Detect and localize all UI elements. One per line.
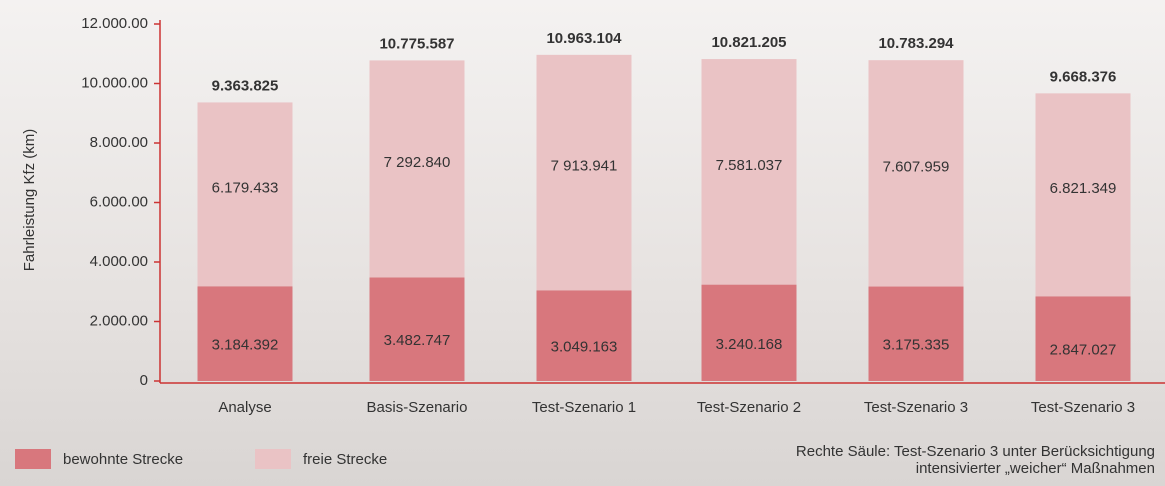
- note: Rechte Säule: Test-Szenario 3 unter Berü…: [796, 443, 1155, 460]
- y-tick-label: 10.000.00: [81, 74, 148, 91]
- y-axis-label: Fahrleistung Kfz (km): [21, 129, 38, 272]
- value-label: 7 292.840: [384, 154, 451, 171]
- value-label: 2.847.027: [1050, 342, 1117, 359]
- y-tick-label: 6.000.00: [90, 193, 148, 210]
- value-label: 3.049.163: [551, 339, 618, 356]
- y-tick-label: 4.000.00: [90, 253, 148, 270]
- value-label: 3.184.392: [212, 337, 279, 354]
- y-tick-label: 0: [140, 372, 148, 389]
- y-tick-label: 2.000.00: [90, 312, 148, 329]
- x-tick-label: Test-Szenario 3: [864, 399, 968, 416]
- value-label: 6.179.433: [212, 179, 279, 196]
- chart: Fahrleistung Kfz (km) 0 2.000.00 4.000.00 6…: [0, 0, 1165, 486]
- value-label: 7.581.037: [716, 157, 783, 174]
- legend-swatch: [255, 449, 291, 469]
- bar-segment: [198, 286, 293, 381]
- x-tick-label: Basis-Szenario: [367, 399, 468, 416]
- y-tick-label: 12.000.00: [81, 15, 148, 32]
- bar-segment: [370, 277, 465, 381]
- value-label: 6.821.349: [1050, 180, 1117, 197]
- x-tick-label: Test-Szenario 2: [697, 399, 801, 416]
- bar-segment: [537, 290, 632, 381]
- total-label: 10.775.587: [379, 35, 454, 52]
- total-label: 10.963.104: [546, 30, 622, 47]
- total-label: 10.821.205: [711, 34, 786, 51]
- bar-segment: [869, 287, 964, 381]
- value-label: 3.482.747: [384, 332, 451, 349]
- value-label: 7.607.959: [883, 158, 950, 175]
- total-label: 10.783.294: [878, 35, 954, 52]
- total-label: 9.668.376: [1050, 68, 1117, 85]
- bar-segment: [702, 285, 797, 381]
- legend-label: freie Strecke: [303, 451, 387, 468]
- value-label: 3.240.168: [716, 336, 783, 353]
- x-tick-label: Analyse: [218, 399, 271, 416]
- value-label: 7 913.941: [551, 158, 618, 175]
- value-label: 3.175.335: [883, 337, 950, 354]
- x-tick-label: Test-Szenario 1: [532, 399, 636, 416]
- total-label: 9.363.825: [212, 77, 279, 94]
- x-tick-label: Test-Szenario 3: [1031, 399, 1135, 416]
- bar-segment: [1036, 296, 1131, 381]
- legend-swatch: [15, 449, 51, 469]
- y-tick-label: 8.000.00: [90, 134, 148, 151]
- legend-label: bewohnte Strecke: [63, 451, 183, 468]
- note: intensivierter „weicher“ Maßnahmen: [916, 460, 1155, 477]
